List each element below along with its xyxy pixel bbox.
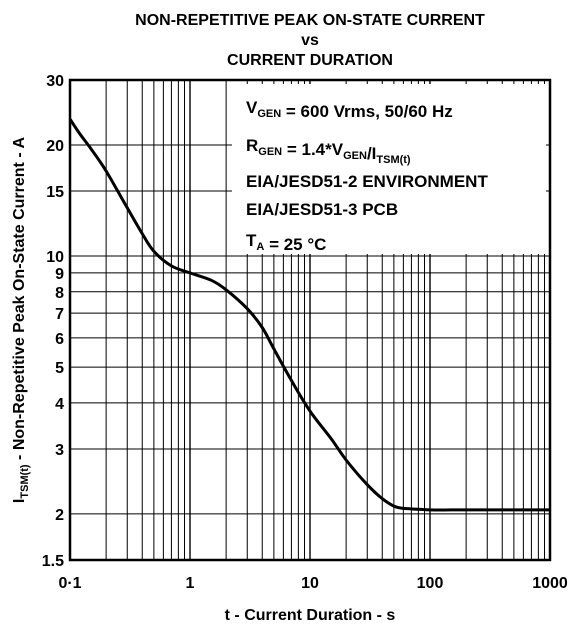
chart-title-line: vs bbox=[301, 32, 319, 49]
annotation-line: EIA/JESD51-2 ENVIRONMENT bbox=[246, 172, 488, 191]
y-tick-labels: 1.5 2 3 4 5 6 7 8 910 15 20 30 bbox=[42, 73, 64, 570]
y-tick-label: 30 bbox=[46, 73, 64, 90]
y-tick-label: 6 bbox=[55, 331, 64, 348]
x-tick-label: 10 bbox=[301, 575, 319, 592]
x-tick-label: 1000 bbox=[532, 575, 568, 592]
chart-title-line: NON-REPETITIVE PEAK ON-STATE CURRENT bbox=[135, 12, 485, 29]
y-tick-label: 8 bbox=[55, 285, 64, 302]
annotation-box: VGEN = 600 Vrms, 50/60 Hz RGEN = 1.4*VGEN… bbox=[232, 84, 546, 254]
series bbox=[68, 118, 550, 512]
y-axis-label-text: ITSM(t) - Non-Repetitive Peak On-State C… bbox=[11, 136, 31, 503]
annotation-background bbox=[232, 84, 546, 254]
plot-border bbox=[68, 78, 552, 562]
y-tick-label: 15 bbox=[46, 184, 64, 201]
y-tick-label: 2 bbox=[55, 507, 64, 524]
x-tick-label: 100 bbox=[417, 575, 444, 592]
x-tick-labels: 0·1 1 10 100 1000 bbox=[58, 575, 567, 592]
x-tick-label: 0·1 bbox=[58, 575, 81, 592]
y-tick-label: 1.5 bbox=[42, 553, 64, 570]
x-axis-label-text: t - Current Duration - s bbox=[225, 607, 396, 624]
y-tick-label: 20 bbox=[46, 138, 64, 155]
x-axis-label: t - Current Duration - s bbox=[225, 607, 396, 624]
y-axis-label: ITSM(t) - Non-Repetitive Peak On-State C… bbox=[11, 136, 31, 503]
y-tick-label: 5 bbox=[55, 360, 64, 377]
plot-frame bbox=[68, 78, 552, 562]
y-tick-label: 7 bbox=[55, 306, 64, 323]
annotation-line: TA = 25 °C bbox=[246, 231, 326, 254]
x-tick-label: 1 bbox=[186, 575, 195, 592]
chart-title-line: CURRENT DURATION bbox=[227, 52, 393, 69]
chart-title: NON-REPETITIVE PEAK ON-STATE CURRENT vs CU… bbox=[135, 12, 485, 69]
y-tick-label: 9 bbox=[55, 266, 64, 283]
y-tick-label: 3 bbox=[55, 442, 64, 459]
annotation-line: RGEN = 1.4*VGEN/ITSM(t) bbox=[246, 136, 411, 166]
annotation-line: EIA/JESD51-3 PCB bbox=[246, 200, 398, 219]
series-line bbox=[68, 118, 550, 512]
annotation-line: VGEN = 600 Vrms, 50/60 Hz bbox=[246, 98, 453, 121]
y-tick-label: 10 bbox=[46, 249, 64, 266]
y-tick-label: 4 bbox=[55, 396, 64, 413]
